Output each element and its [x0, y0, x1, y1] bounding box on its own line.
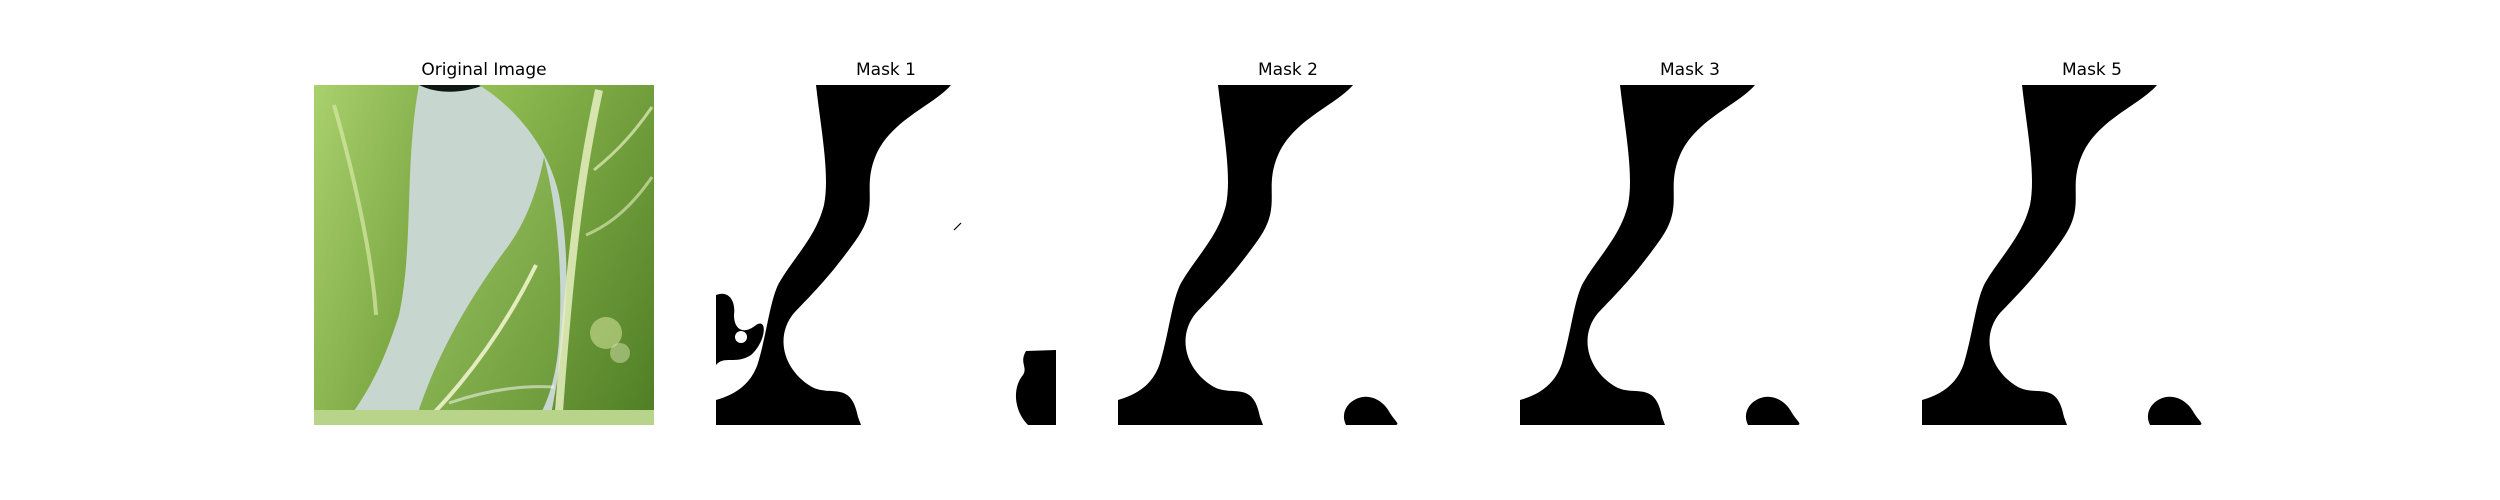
- panel-title: Mask 3: [1659, 60, 1720, 80]
- mask-panel-5: Mask 5: [1922, 0, 2262, 500]
- original-image: [314, 85, 654, 425]
- mask-panel-2: Mask 2: [1118, 0, 1458, 500]
- panel-title: Mask 5: [2061, 60, 2122, 80]
- mask-image-1: [716, 85, 1056, 425]
- panel-title: Original Image: [421, 60, 547, 80]
- panel-title: Mask 1: [855, 60, 916, 80]
- mask-image-5: [1922, 85, 2262, 425]
- mask-image-3: [1520, 85, 1860, 425]
- mask-panel-1: Mask 1: [716, 0, 1056, 500]
- panel-title: Mask 2: [1257, 60, 1318, 80]
- mask-panel-3: Mask 3: [1520, 0, 1860, 500]
- mask-image-2: [1118, 85, 1458, 425]
- original-image-panel: Original Image: [314, 0, 654, 500]
